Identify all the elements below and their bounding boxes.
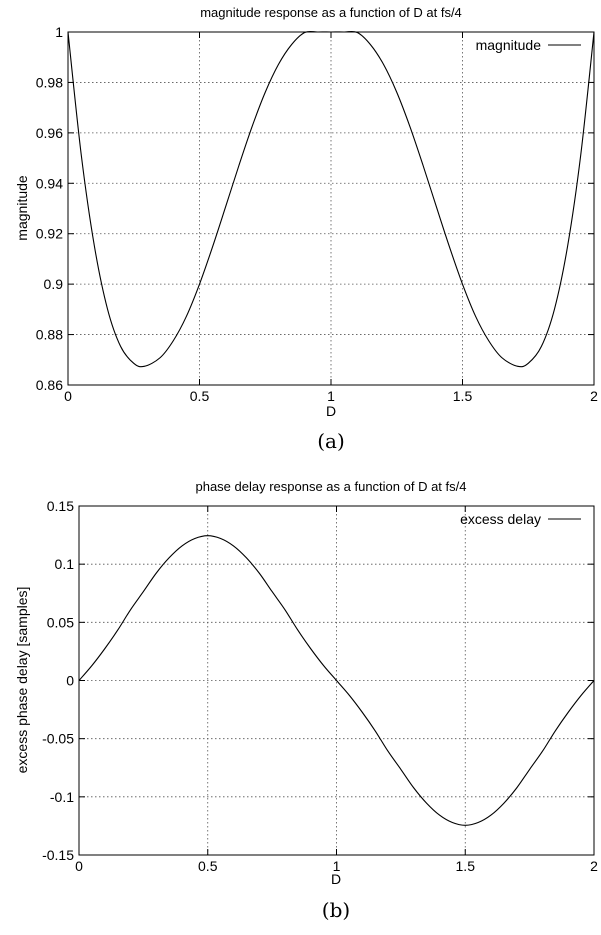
chart-a-xtick-label: 2 — [590, 388, 598, 404]
chart-a-caption: (a) — [317, 429, 345, 453]
chart-a-ytick-label: 0.88 — [36, 327, 63, 343]
chart-a-xlabel: D — [326, 403, 336, 419]
chart-a-xtick-label: 1 — [327, 388, 335, 404]
chart-b-grid — [79, 506, 594, 855]
chart-b-ytick-label: 0.05 — [47, 614, 74, 630]
chart-a-ytick-label: 0.86 — [36, 377, 63, 393]
chart-a-ytick-label: 0.94 — [36, 175, 63, 191]
chart-a-title: magnitude response as a function of D at… — [200, 5, 462, 20]
chart-a-grid — [68, 32, 594, 385]
legend-magnitude-label: magnitude — [476, 37, 542, 53]
legend-excess-delay-label: excess delay — [460, 511, 541, 527]
chart-a-ytick-label: 0.9 — [44, 276, 64, 292]
chart-a-ytick-label: 0.96 — [36, 125, 63, 141]
chart-a-ylabel: magnitude — [14, 175, 30, 241]
chart-b-xtick-label: 2 — [590, 858, 598, 874]
chart-b-ticks: 0 0.5 1 1.5 2 -0.15 -0.1 -0.05 0 0.05 0.1 0.15 — [42, 498, 598, 874]
chart-b-legend: excess delay — [460, 511, 581, 527]
chart-a-legend: magnitude — [476, 37, 581, 53]
series-line-excess-delay — [78, 535, 595, 826]
chart-a-ticks: 0 0.5 1 1.5 2 0.86 0.88 0.9 0.92 0.94 0.96 0.98 1 — [36, 24, 598, 404]
chart-b-ytick-label: -0.1 — [50, 789, 74, 805]
chart-a-xtick-label: 1.5 — [453, 388, 473, 404]
chart-b-xtick-label: 0 — [75, 858, 83, 874]
chart-b-ytick-label: -0.05 — [42, 731, 74, 747]
chart-a-ytick-label: 0.98 — [36, 74, 63, 90]
chart-b-xlabel: D — [331, 871, 341, 887]
chart-b-caption: (b) — [322, 898, 350, 922]
chart-a-ytick-label: 1 — [55, 24, 63, 40]
chart-b-frame — [78, 505, 595, 856]
chart-b-xtick-label: 0.5 — [198, 858, 218, 874]
chart-b-title: phase delay response as a function of D … — [195, 479, 466, 494]
chart-phase-delay: phase delay response as a function of D … — [14, 479, 598, 922]
chart-magnitude: magnitude response as a function of D at… — [14, 5, 598, 453]
chart-b-ytick-label: 0 — [66, 673, 74, 689]
chart-b-ylabel: excess phase delay [samples] — [14, 587, 30, 774]
chart-b-xtick-label: 1.5 — [456, 858, 476, 874]
chart-a-frame — [67, 31, 595, 386]
chart-a-ytick-label: 0.92 — [36, 226, 63, 242]
chart-b-ytick-label: -0.15 — [42, 847, 74, 863]
chart-b-xtick-label: 1 — [333, 858, 341, 874]
chart-a-xtick-label: 0.5 — [190, 388, 210, 404]
chart-b-ytick-label: 0.1 — [55, 556, 75, 572]
chart-b-series — [78, 535, 595, 826]
chart-a-xtick-label: 0 — [64, 388, 72, 404]
chart-b-ytick-label: 0.15 — [47, 498, 74, 514]
